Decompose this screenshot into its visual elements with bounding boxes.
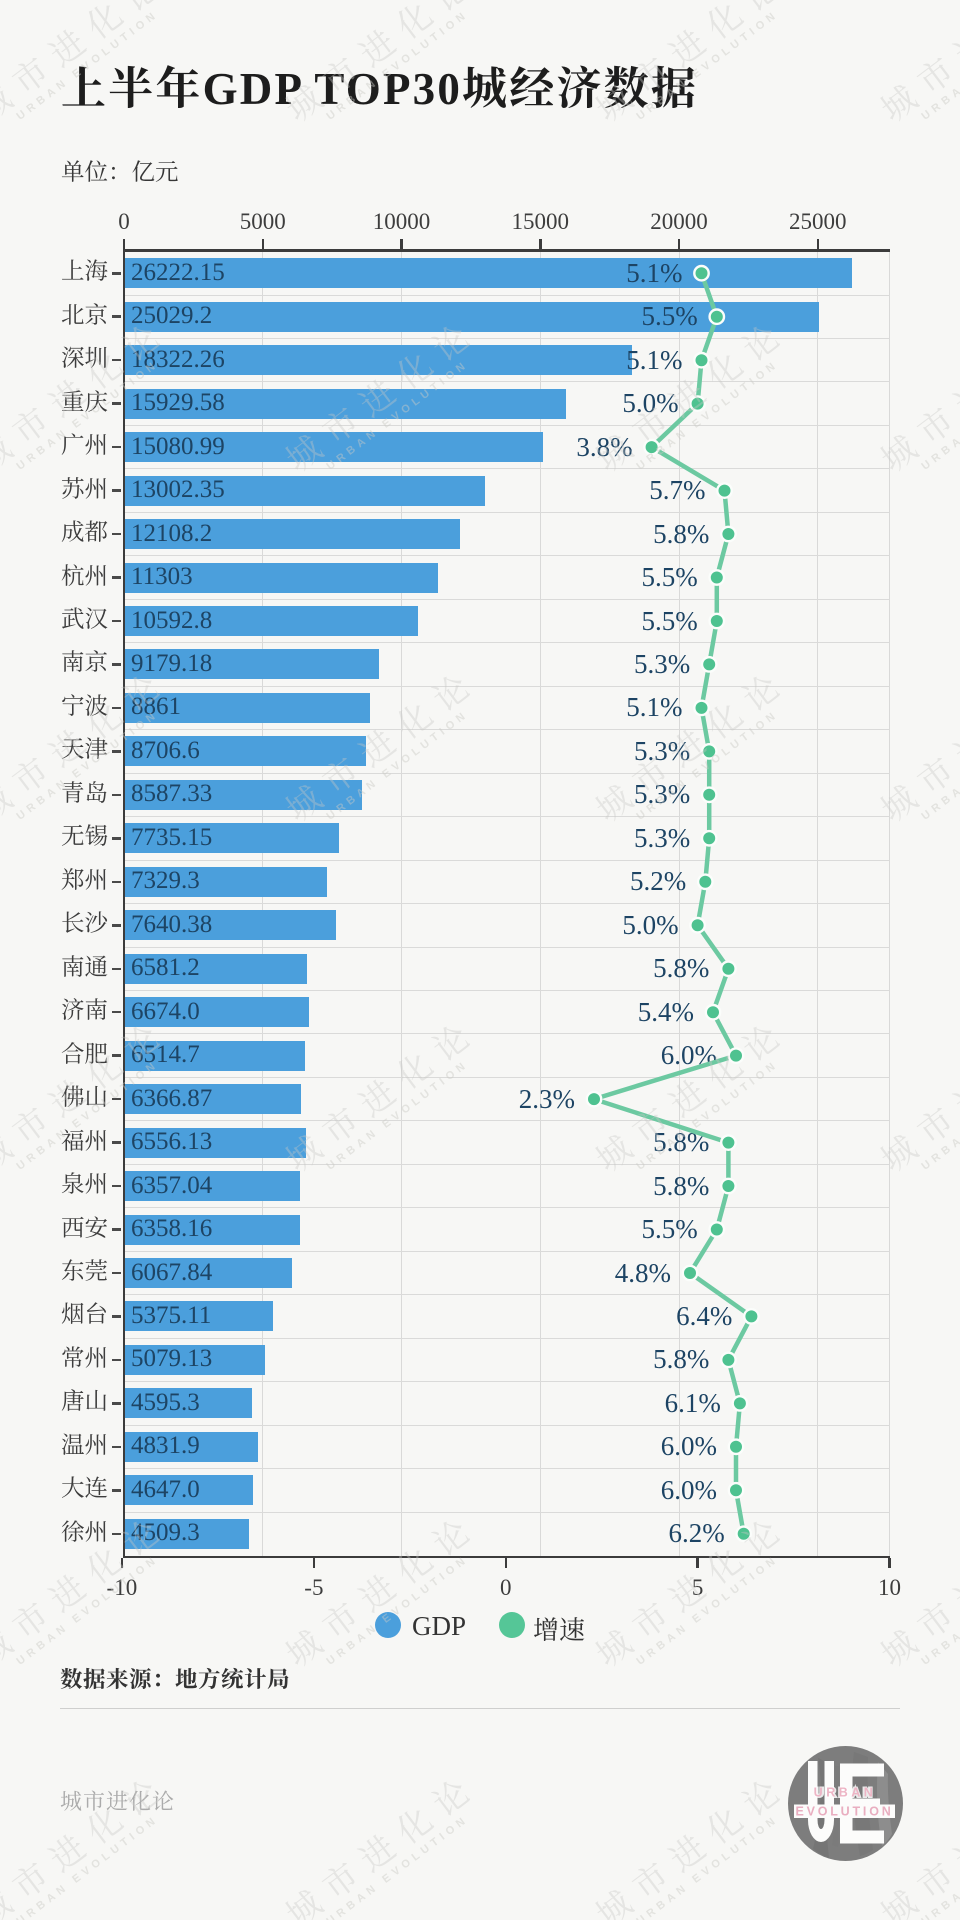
svg-text:EVOLUTION: EVOLUTION xyxy=(795,1805,893,1819)
svg-text:URBAN: URBAN xyxy=(815,1786,876,1800)
svg-text:URBAN: URBAN xyxy=(814,1786,877,1800)
